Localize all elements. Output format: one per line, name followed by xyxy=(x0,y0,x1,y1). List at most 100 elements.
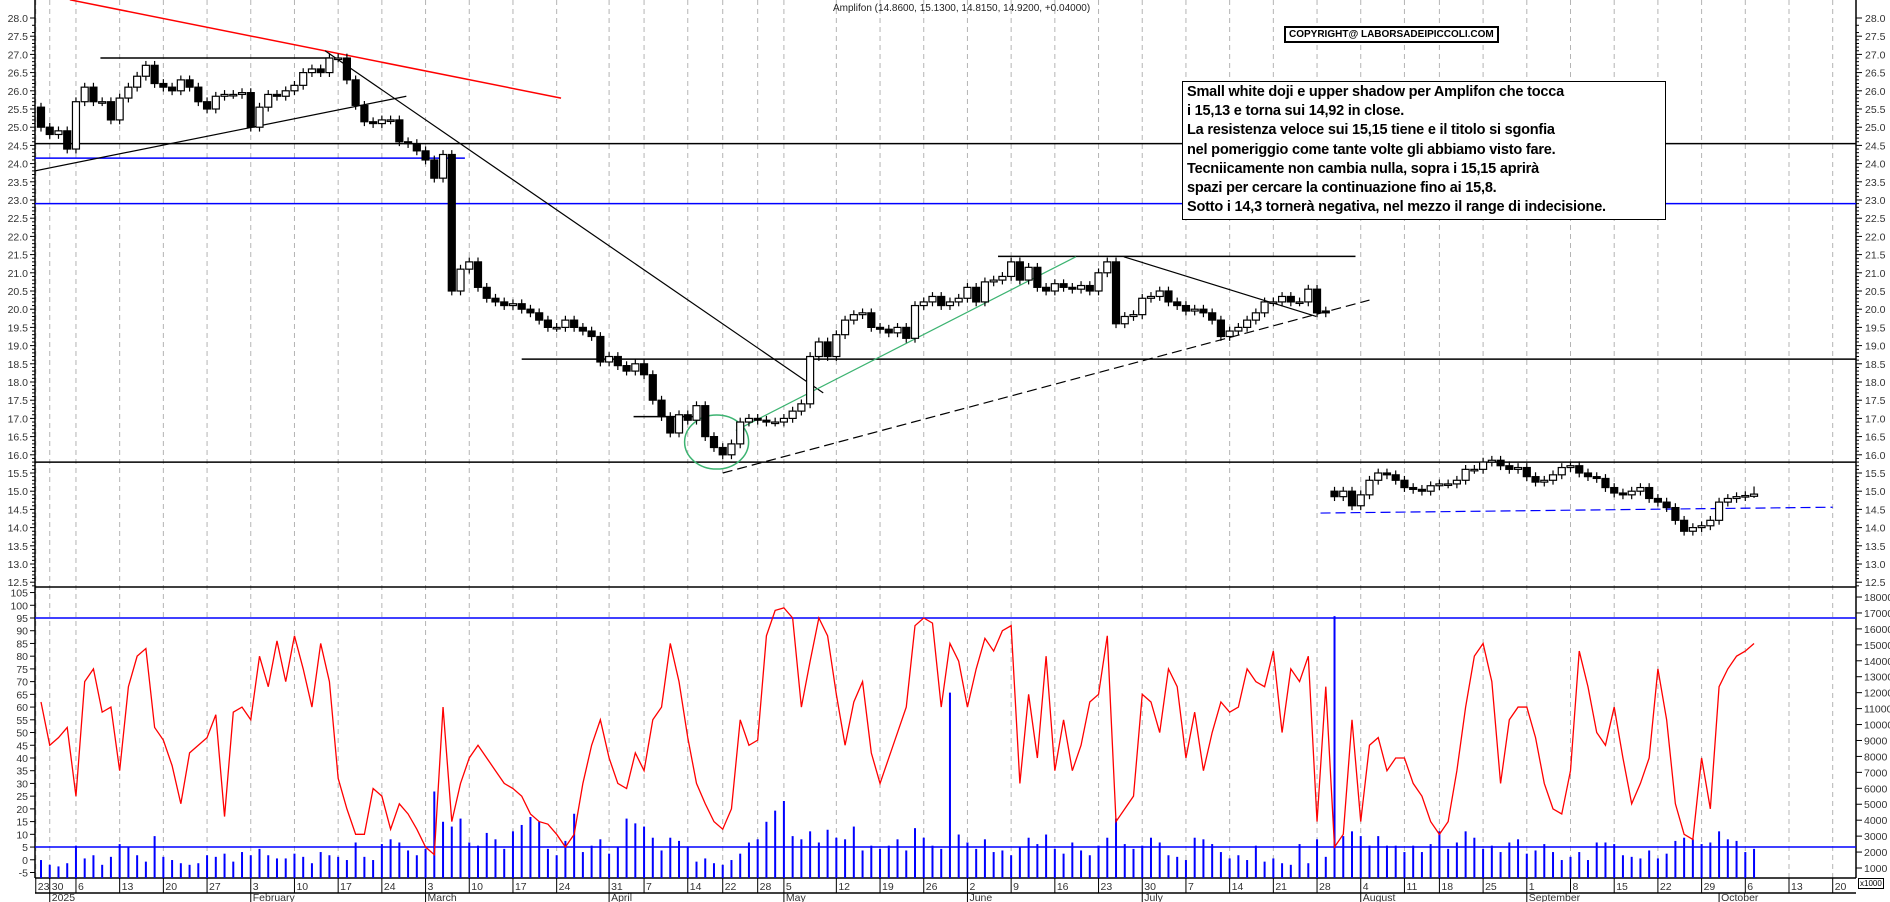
candle-down xyxy=(1059,283,1068,288)
price-axis-label-left: 26.5 xyxy=(8,68,29,80)
candle-up xyxy=(736,421,745,445)
oscillator-line xyxy=(40,607,1755,857)
candle-down xyxy=(657,399,666,418)
candle-down xyxy=(683,414,692,421)
candle-up xyxy=(237,92,247,96)
candle-down xyxy=(709,436,719,449)
candle-up xyxy=(832,334,841,358)
volume-axis-label: 2000 xyxy=(1864,847,1888,859)
candle-down xyxy=(1347,490,1357,507)
candle-up xyxy=(1190,308,1199,312)
candle-down xyxy=(1575,465,1584,474)
month-label: October xyxy=(1721,892,1759,902)
price-axis-label: 15.0 xyxy=(1865,486,1886,498)
candle-down xyxy=(185,79,194,88)
candle-down xyxy=(1033,266,1042,288)
volume-axis-label: 10000 xyxy=(1864,720,1890,732)
note-line: nel pomeriggio come tante volte gli abbi… xyxy=(1187,141,1556,158)
price-axis-label: 15.5 xyxy=(1865,468,1886,480)
candle-down xyxy=(1312,288,1322,314)
candle-down xyxy=(1601,477,1610,489)
volume-axis-label: 8000 xyxy=(1864,751,1888,763)
candle-up xyxy=(910,304,920,339)
candle-up xyxy=(604,355,614,363)
candle-up xyxy=(561,319,570,328)
date-tick-label: 31 xyxy=(611,881,623,893)
date-tick-label: 19 xyxy=(882,881,894,893)
volume-axis-label: 15000 xyxy=(1864,640,1890,652)
candle-up xyxy=(377,119,386,125)
price-axis-label: 17.5 xyxy=(1865,395,1886,407)
price-axis-label: 18.0 xyxy=(1865,377,1886,389)
candle-up xyxy=(1749,493,1759,497)
note-line: i 15,13 e torna sui 14,92 in close. xyxy=(1187,103,1405,120)
date-tick-label: 10 xyxy=(471,881,483,893)
date-tick-label: 6 xyxy=(78,881,84,893)
candle-up xyxy=(1452,479,1461,485)
candle-up xyxy=(998,275,1007,281)
price-axis-label-left: 25.5 xyxy=(8,104,29,116)
date-tick-label: 25 xyxy=(1485,881,1497,893)
candle-down xyxy=(543,319,553,328)
date-tick-label: 5 xyxy=(786,881,792,893)
oscillator-axis-label: 70 xyxy=(16,677,28,689)
candle-down xyxy=(1164,290,1173,303)
candle-up xyxy=(124,86,133,99)
month-label: February xyxy=(253,892,296,902)
candle-up xyxy=(963,286,972,299)
candle-up xyxy=(1540,479,1549,483)
candle-down xyxy=(1645,486,1654,500)
price-axis-label: 16.5 xyxy=(1865,432,1886,444)
candle-down xyxy=(902,326,911,339)
trendline-blue-dashed-support xyxy=(1320,506,1833,514)
candle-up xyxy=(919,301,928,307)
candle-down xyxy=(937,295,946,307)
date-tick-label: 11 xyxy=(1406,881,1417,893)
oscillator-axis-label: 100 xyxy=(10,600,28,612)
price-axis-label-left: 24.0 xyxy=(8,159,29,171)
candle-up xyxy=(1374,472,1383,481)
candle-up xyxy=(1461,468,1470,481)
note-line: spazi per cercare la continuazione fino … xyxy=(1187,180,1497,197)
price-axis-label: 23.5 xyxy=(1865,177,1886,189)
candle-up xyxy=(1513,466,1523,470)
candle-up xyxy=(744,417,754,423)
oscillator-axis-label: 30 xyxy=(16,778,28,790)
price-axis-label-left: 18.5 xyxy=(8,359,29,371)
price-axis-label-left: 20.0 xyxy=(8,304,29,316)
price-axis-label: 14.0 xyxy=(1865,523,1886,535)
candle-up xyxy=(1548,474,1558,481)
candle-up xyxy=(1470,468,1479,472)
candle-down xyxy=(587,330,596,338)
candle-down xyxy=(1111,261,1121,325)
candle-up xyxy=(1478,461,1488,470)
price-axis-label-left: 20.5 xyxy=(8,286,29,298)
price-axis-label: 23.0 xyxy=(1865,195,1886,207)
oscillator-axis-label: 10 xyxy=(16,829,28,841)
candle-up xyxy=(858,312,867,316)
candle-down xyxy=(272,93,282,97)
candle-up xyxy=(325,57,334,74)
trendline-green-uptrend xyxy=(735,256,1077,431)
candle-down xyxy=(1653,497,1663,503)
candle-up xyxy=(552,326,561,330)
volume-axis-label: 16000 xyxy=(1864,624,1890,636)
date-tick-label: 24 xyxy=(384,881,396,893)
candle-up xyxy=(1487,459,1496,463)
candle-down xyxy=(500,301,509,307)
date-tick-label: 27 xyxy=(209,881,221,893)
candle-down xyxy=(535,312,544,321)
oscillator-axis-label: 0 xyxy=(22,855,28,867)
volume-axis-label: 13000 xyxy=(1864,672,1890,684)
candle-down xyxy=(517,303,526,310)
candle-up xyxy=(1697,525,1706,529)
volume-axis-label: 1000 xyxy=(1864,863,1888,875)
price-axis-label: 12.5 xyxy=(1865,577,1886,589)
candle-up xyxy=(264,93,273,108)
candle-down xyxy=(1505,465,1514,470)
candle-up xyxy=(1723,497,1732,503)
price-axis-label: 18.5 xyxy=(1865,359,1886,371)
highlight-circle xyxy=(683,414,750,470)
oscillator-axis-label: 55 xyxy=(16,715,28,727)
candle-down xyxy=(1417,488,1427,492)
